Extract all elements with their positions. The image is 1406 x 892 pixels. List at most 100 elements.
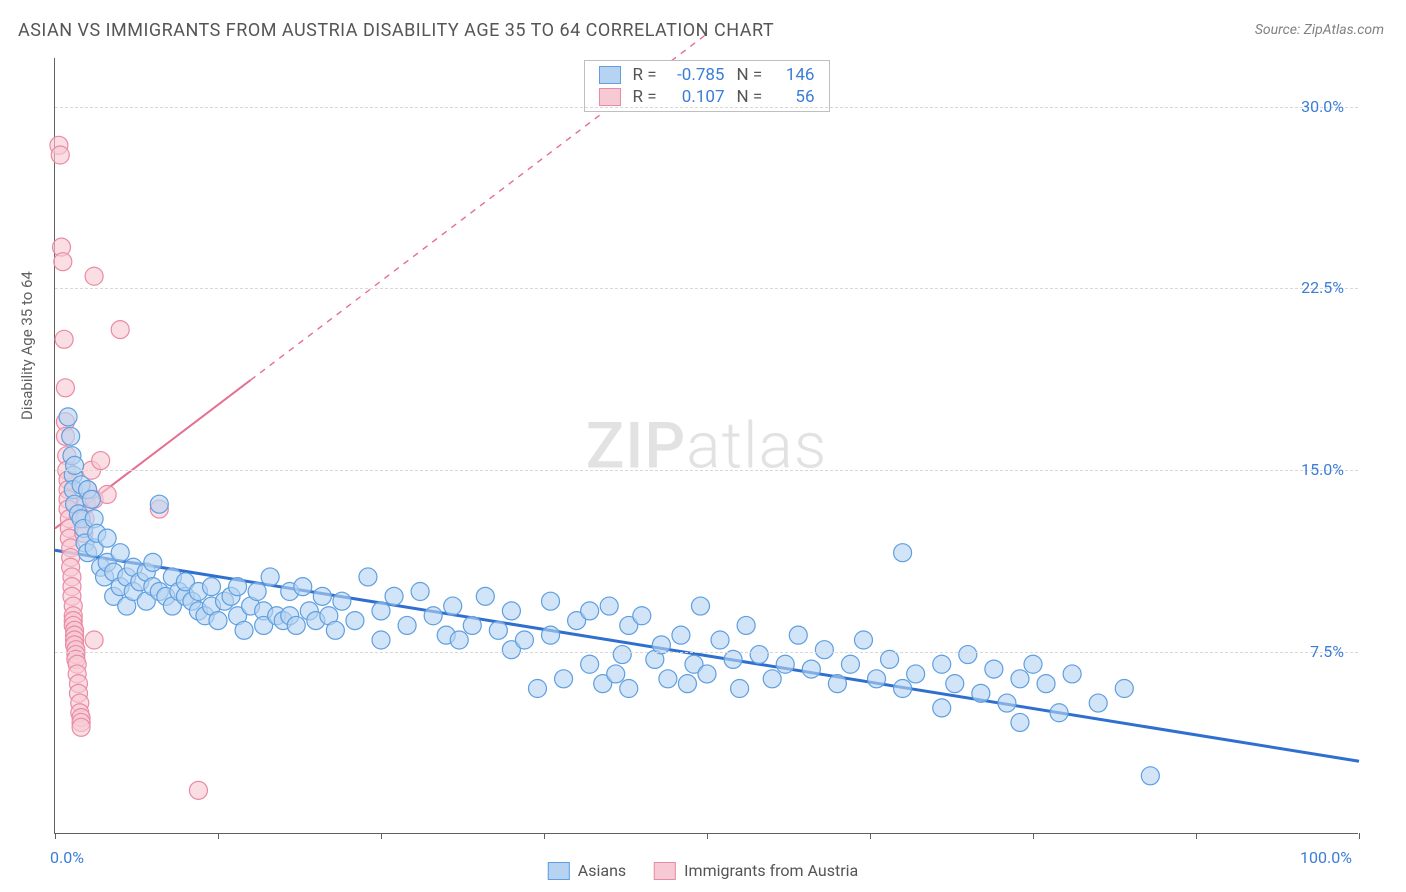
data-point bbox=[528, 680, 546, 698]
data-point bbox=[691, 597, 709, 615]
stat-n-label: N = bbox=[737, 65, 765, 85]
data-point bbox=[789, 626, 807, 644]
stat-n-value: 56 bbox=[777, 87, 815, 107]
data-point bbox=[333, 592, 351, 610]
data-point bbox=[54, 253, 72, 271]
data-point bbox=[959, 646, 977, 664]
legend-swatch bbox=[548, 862, 570, 880]
legend-swatch bbox=[654, 862, 676, 880]
data-point bbox=[424, 607, 442, 625]
data-point bbox=[672, 626, 690, 644]
data-point bbox=[62, 427, 80, 445]
data-point bbox=[150, 495, 168, 513]
data-point bbox=[815, 641, 833, 659]
legend-label: Asians bbox=[578, 861, 626, 880]
data-point bbox=[868, 670, 886, 688]
data-point bbox=[359, 568, 377, 586]
data-point bbox=[1141, 767, 1159, 785]
stat-n-value: 146 bbox=[777, 65, 815, 85]
data-point bbox=[385, 587, 403, 605]
stat-r-value: -0.785 bbox=[673, 65, 725, 85]
data-point bbox=[1115, 680, 1133, 698]
stat-row: R = -0.785 N = 146 bbox=[585, 64, 829, 86]
data-point bbox=[476, 587, 494, 605]
data-point bbox=[894, 544, 912, 562]
data-point bbox=[763, 670, 781, 688]
legend-item: Immigrants from Austria bbox=[654, 861, 858, 880]
data-point bbox=[346, 612, 364, 630]
data-point bbox=[313, 587, 331, 605]
regression-line bbox=[55, 550, 1359, 761]
data-point bbox=[828, 675, 846, 693]
gridline bbox=[55, 470, 1358, 471]
stat-r-label: R = bbox=[633, 65, 661, 85]
stat-swatch bbox=[599, 88, 621, 106]
data-point bbox=[854, 631, 872, 649]
stat-row: R =0.107N =56 bbox=[585, 86, 829, 108]
data-point bbox=[894, 680, 912, 698]
data-point bbox=[581, 602, 599, 620]
x-tick bbox=[218, 833, 219, 839]
data-point bbox=[581, 655, 599, 673]
data-point bbox=[463, 616, 481, 634]
data-point bbox=[261, 568, 279, 586]
data-point bbox=[633, 607, 651, 625]
data-point bbox=[489, 621, 507, 639]
data-point bbox=[555, 670, 573, 688]
data-point bbox=[1011, 713, 1029, 731]
data-point bbox=[998, 694, 1016, 712]
gridline bbox=[55, 288, 1358, 289]
data-point bbox=[776, 655, 794, 673]
x-tick bbox=[1033, 833, 1034, 839]
data-point bbox=[235, 621, 253, 639]
chart-svg bbox=[55, 58, 1358, 833]
x-tick bbox=[870, 833, 871, 839]
data-point bbox=[620, 680, 638, 698]
data-point bbox=[189, 781, 207, 799]
legend-item: Asians bbox=[548, 861, 626, 880]
x-tick bbox=[55, 833, 56, 839]
data-point bbox=[372, 631, 390, 649]
data-point bbox=[398, 616, 416, 634]
data-point bbox=[56, 379, 74, 397]
data-point bbox=[450, 631, 468, 649]
y-tick-label: 15.0% bbox=[1301, 460, 1344, 479]
data-point bbox=[542, 592, 560, 610]
data-point bbox=[711, 631, 729, 649]
data-point bbox=[294, 578, 312, 596]
data-point bbox=[731, 680, 749, 698]
data-point bbox=[92, 452, 110, 470]
data-point bbox=[287, 616, 305, 634]
data-point bbox=[326, 621, 344, 639]
y-tick-label: 7.5% bbox=[1310, 642, 1344, 661]
data-point bbox=[802, 660, 820, 678]
chart-title: ASIAN VS IMMIGRANTS FROM AUSTRIA DISABIL… bbox=[18, 20, 774, 41]
data-point bbox=[1024, 655, 1042, 673]
source-attribution: Source: ZipAtlas.com bbox=[1255, 22, 1384, 38]
data-point bbox=[972, 684, 990, 702]
data-point bbox=[59, 408, 77, 426]
x-tick-label: 100.0% bbox=[1300, 848, 1352, 867]
data-point bbox=[444, 597, 462, 615]
data-point bbox=[1037, 675, 1055, 693]
legend: Asians Immigrants from Austria bbox=[548, 861, 858, 880]
x-tick-label: 0.0% bbox=[50, 848, 84, 867]
data-point bbox=[600, 597, 618, 615]
data-point bbox=[1063, 665, 1081, 683]
data-point bbox=[659, 670, 677, 688]
data-point bbox=[411, 583, 429, 601]
data-point bbox=[542, 626, 560, 644]
data-point bbox=[111, 321, 129, 339]
data-point bbox=[202, 578, 220, 596]
data-point bbox=[66, 456, 84, 474]
data-point bbox=[55, 330, 73, 348]
data-point bbox=[933, 699, 951, 717]
data-point bbox=[613, 646, 631, 664]
y-tick-label: 22.5% bbox=[1301, 278, 1344, 297]
x-tick bbox=[707, 833, 708, 839]
x-tick bbox=[1359, 833, 1360, 839]
data-point bbox=[51, 146, 69, 164]
x-tick bbox=[544, 833, 545, 839]
data-point bbox=[502, 602, 520, 620]
data-point bbox=[229, 578, 247, 596]
